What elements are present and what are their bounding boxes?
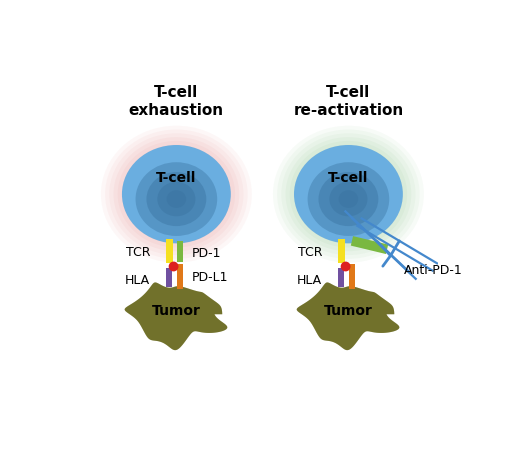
Text: Tumor: Tumor xyxy=(324,303,373,317)
Polygon shape xyxy=(297,283,399,350)
Ellipse shape xyxy=(332,180,365,210)
Ellipse shape xyxy=(122,146,231,244)
Ellipse shape xyxy=(157,182,196,217)
Polygon shape xyxy=(124,283,227,350)
Text: T-cell: T-cell xyxy=(328,171,369,185)
FancyBboxPatch shape xyxy=(166,240,173,263)
Ellipse shape xyxy=(136,163,217,237)
Ellipse shape xyxy=(164,183,189,206)
Ellipse shape xyxy=(160,180,193,210)
Ellipse shape xyxy=(156,176,197,214)
Ellipse shape xyxy=(344,191,353,198)
Ellipse shape xyxy=(329,182,368,217)
Circle shape xyxy=(169,263,178,271)
Polygon shape xyxy=(124,283,227,350)
Text: T-cell
exhaustion: T-cell exhaustion xyxy=(129,85,224,118)
Text: T-cell
re-activation: T-cell re-activation xyxy=(293,85,403,118)
Text: HLA: HLA xyxy=(125,273,150,286)
FancyBboxPatch shape xyxy=(338,240,345,263)
Ellipse shape xyxy=(318,172,378,227)
FancyBboxPatch shape xyxy=(177,264,183,289)
Ellipse shape xyxy=(168,187,185,202)
FancyBboxPatch shape xyxy=(338,268,345,288)
FancyBboxPatch shape xyxy=(166,268,173,288)
Ellipse shape xyxy=(172,191,181,198)
Text: HLA: HLA xyxy=(297,273,322,286)
Text: T-cell: T-cell xyxy=(156,171,197,185)
FancyBboxPatch shape xyxy=(349,264,355,289)
Text: Anti-PD-1: Anti-PD-1 xyxy=(404,263,463,277)
Ellipse shape xyxy=(338,191,358,208)
FancyBboxPatch shape xyxy=(177,241,183,262)
Ellipse shape xyxy=(328,176,369,214)
Ellipse shape xyxy=(336,183,361,206)
Polygon shape xyxy=(297,283,399,350)
Ellipse shape xyxy=(340,187,357,202)
Text: PD-1: PD-1 xyxy=(192,247,222,259)
Text: TCR: TCR xyxy=(297,245,322,258)
Ellipse shape xyxy=(146,172,206,227)
Circle shape xyxy=(342,263,350,271)
Ellipse shape xyxy=(308,163,389,237)
Text: Tumor: Tumor xyxy=(152,303,201,317)
Ellipse shape xyxy=(294,146,403,244)
Text: PD-L1: PD-L1 xyxy=(192,270,229,283)
Text: TCR: TCR xyxy=(125,245,150,258)
Ellipse shape xyxy=(166,191,186,208)
